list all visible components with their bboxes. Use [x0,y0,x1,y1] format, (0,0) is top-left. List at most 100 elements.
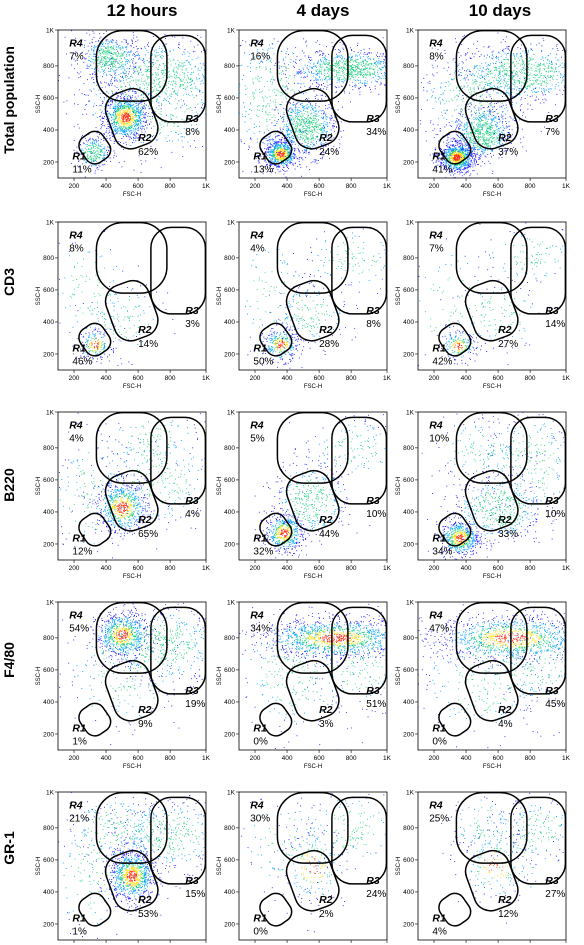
event-dot [73,126,75,128]
event-dot [124,110,126,112]
event-dot [137,109,139,111]
event-dot [128,112,130,114]
event-dot [136,108,138,110]
event-dot [297,110,299,112]
event-dot [143,61,144,63]
event-dot [110,100,112,102]
event-dot [145,112,147,113]
gate-label-r3: R3 [185,113,199,125]
event-dot [175,92,177,94]
event-dot [352,64,354,66]
event-dot [150,127,152,129]
event-dot [315,122,317,124]
event-dot [291,108,293,110]
event-dot [312,130,314,131]
event-dot [146,136,148,138]
event-dot [124,115,126,117]
event-dot [127,118,128,120]
event-dot [322,130,324,132]
event-dot [125,123,127,125]
event-dot [320,153,322,154]
event-dot [163,72,165,74]
event-dot [307,112,309,114]
event-dot [135,110,137,112]
event-dot [281,131,283,133]
event-dot [274,143,276,145]
event-dot [183,122,185,124]
event-dot [364,66,366,68]
event-dot [143,133,145,135]
event-dot [141,48,142,50]
event-dot [160,124,162,126]
event-dot [122,107,124,109]
event-dot [113,52,115,54]
event-dot [88,148,89,150]
event-dot [178,134,179,135]
event-dot [275,157,277,159]
event-dot [90,154,92,156]
event-dot [165,74,167,76]
event-dot [158,79,160,81]
event-dot [268,148,270,150]
event-dot [343,76,345,78]
event-dot [383,84,385,86]
event-dot [118,118,120,120]
event-dot [284,148,286,150]
event-dot [276,157,278,159]
event-dot [333,120,335,122]
event-dot [81,149,83,151]
event-dot [120,57,122,59]
event-dot [124,129,125,130]
event-dot [107,105,109,106]
event-dot [317,70,319,72]
event-dot [394,70,395,71]
event-dot [106,48,107,49]
event-dot [321,110,323,112]
event-dot [137,70,139,72]
event-dot [300,124,301,126]
event-dot [93,157,94,159]
event-dot [104,98,105,100]
event-dot [203,78,205,80]
event-dot [274,147,276,149]
event-dot [103,59,104,61]
event-dot [90,153,92,154]
event-dot [310,107,312,108]
event-dot [369,87,371,89]
event-dot [284,153,286,154]
event-dot [209,81,210,82]
event-dot [289,151,291,153]
event-dot [292,122,294,124]
event-dot [139,66,140,68]
event-dot [201,99,203,101]
event-dot [103,133,105,135]
event-dot [160,108,162,110]
event-dot [97,147,99,149]
event-dot [234,109,235,110]
event-dot [325,117,327,119]
event-dot [358,88,360,90]
event-dot [141,112,143,114]
event-dot [317,87,319,88]
event-dot [135,67,137,68]
event-dot [128,120,130,122]
event-dot [349,69,351,70]
event-dot [107,83,109,85]
event-dot [171,151,173,153]
event-dot [127,110,129,112]
event-dot [380,83,382,85]
event-dot [274,154,276,156]
event-dot [304,122,306,124]
event-dot [86,155,88,157]
event-dot [100,61,102,63]
event-dot [122,126,124,127]
event-dot [97,169,99,171]
event-dot [295,122,297,124]
event-dot [325,131,327,133]
event-dot [295,107,297,108]
event-dot [170,103,172,105]
event-dot [290,155,292,157]
event-dot [160,57,162,58]
event-dot [134,126,136,127]
event-dot [175,63,177,65]
